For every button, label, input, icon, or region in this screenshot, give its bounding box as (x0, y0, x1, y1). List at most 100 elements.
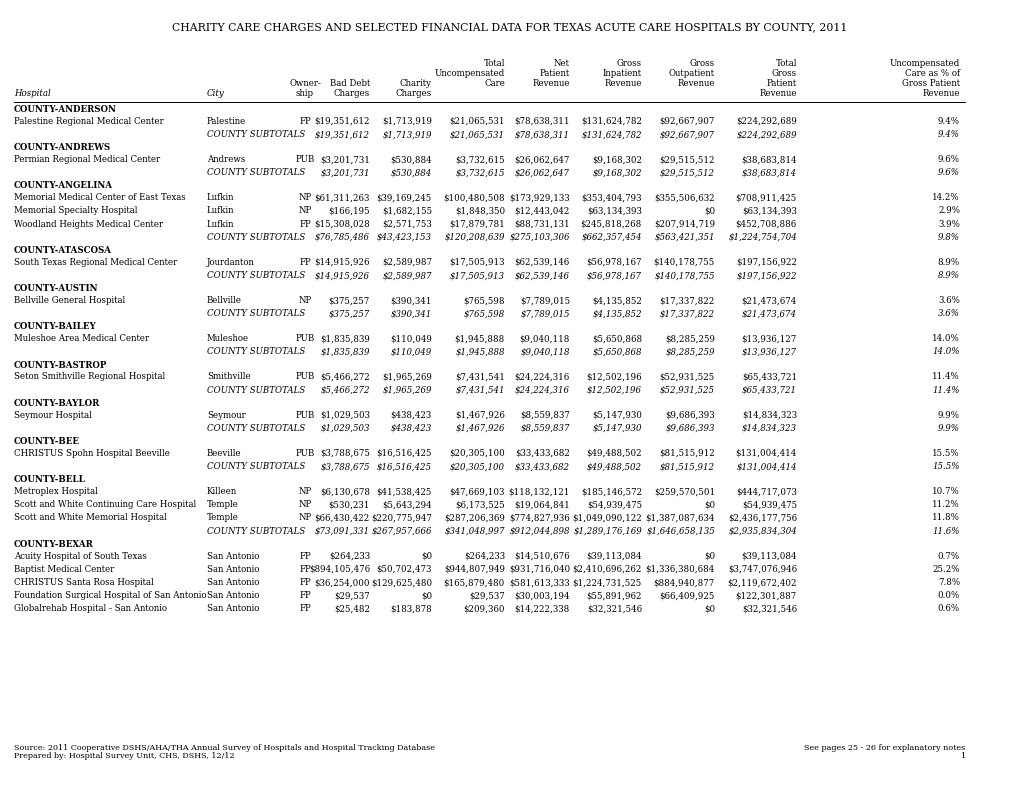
Text: $2,571,753: $2,571,753 (382, 220, 432, 229)
Text: FP: FP (299, 220, 311, 229)
Text: $341,048,997: $341,048,997 (444, 526, 504, 536)
Text: NP: NP (299, 487, 312, 496)
Text: $5,650,868: $5,650,868 (592, 348, 641, 356)
Text: $21,065,531: $21,065,531 (449, 117, 504, 126)
Text: $375,257: $375,257 (328, 309, 370, 318)
Text: $894,105,476: $894,105,476 (309, 565, 370, 574)
Text: $65,433,721: $65,433,721 (741, 385, 796, 395)
Text: $1,467,926: $1,467,926 (455, 424, 504, 433)
Text: $92,667,907: $92,667,907 (659, 130, 714, 139)
Text: Scott and White Memorial Hospital: Scott and White Memorial Hospital (14, 514, 167, 522)
Text: COUNTY SUBTOTALS: COUNTY SUBTOTALS (207, 424, 305, 433)
Text: Charges: Charges (333, 89, 370, 98)
Text: $63,134,393: $63,134,393 (587, 206, 641, 215)
Text: $62,539,146: $62,539,146 (515, 258, 570, 267)
Text: $55,891,962: $55,891,962 (586, 591, 641, 600)
Text: $120,208,639: $120,208,639 (444, 232, 504, 242)
Text: $1,713,919: $1,713,919 (382, 130, 432, 139)
Text: $21,473,674: $21,473,674 (741, 309, 796, 318)
Text: COUNTY-BEE: COUNTY-BEE (14, 437, 79, 446)
Text: $259,570,501: $259,570,501 (653, 487, 714, 496)
Text: $16,516,425: $16,516,425 (377, 462, 432, 471)
Text: Revenue: Revenue (677, 79, 714, 88)
Text: 3.6%: 3.6% (937, 309, 959, 318)
Text: 9.9%: 9.9% (937, 424, 959, 433)
Text: $73,091,331: $73,091,331 (315, 526, 370, 536)
Text: 15.5%: 15.5% (931, 449, 959, 458)
Text: 0.0%: 0.0% (936, 591, 959, 600)
Text: Woodland Heights Medical Center: Woodland Heights Medical Center (14, 220, 163, 229)
Text: $39,113,084: $39,113,084 (741, 552, 796, 560)
Text: COUNTY-ANDERSON: COUNTY-ANDERSON (14, 105, 117, 114)
Text: $165,879,480: $165,879,480 (443, 578, 504, 587)
Text: $1,224,754,704: $1,224,754,704 (728, 232, 796, 242)
Text: CHRISTUS Spohn Hospital Beeville: CHRISTUS Spohn Hospital Beeville (14, 449, 170, 458)
Text: $9,040,118: $9,040,118 (520, 348, 570, 356)
Text: 14.0%: 14.0% (931, 334, 959, 344)
Text: $1,965,269: $1,965,269 (382, 373, 432, 381)
Text: Patient: Patient (766, 79, 796, 88)
Text: $884,940,877: $884,940,877 (653, 578, 714, 587)
Text: NP: NP (299, 206, 312, 215)
Text: $912,044,898: $912,044,898 (510, 526, 570, 536)
Text: $8,559,837: $8,559,837 (520, 424, 570, 433)
Text: $81,515,912: $81,515,912 (659, 462, 714, 471)
Text: $275,103,306: $275,103,306 (510, 232, 570, 242)
Text: $19,064,841: $19,064,841 (514, 500, 570, 509)
Text: 1: 1 (959, 752, 964, 760)
Text: $14,834,323: $14,834,323 (741, 411, 796, 419)
Text: Metroplex Hospital: Metroplex Hospital (14, 487, 98, 496)
Text: $49,488,502: $49,488,502 (586, 449, 641, 458)
Text: $197,156,922: $197,156,922 (736, 258, 796, 267)
Text: Seton Smithville Regional Hospital: Seton Smithville Regional Hospital (14, 373, 165, 381)
Text: Gross: Gross (771, 69, 796, 78)
Text: $33,433,682: $33,433,682 (515, 462, 570, 471)
Text: $15,308,028: $15,308,028 (314, 220, 370, 229)
Text: $39,113,084: $39,113,084 (586, 552, 641, 560)
Text: San Antonio: San Antonio (207, 604, 259, 613)
Text: $140,178,755: $140,178,755 (653, 258, 714, 267)
Text: 10.7%: 10.7% (931, 487, 959, 496)
Text: FP: FP (299, 604, 311, 613)
Text: $1,029,503: $1,029,503 (320, 424, 370, 433)
Text: Memorial Medical Center of East Texas: Memorial Medical Center of East Texas (14, 193, 185, 203)
Text: $17,505,913: $17,505,913 (449, 271, 504, 280)
Text: $56,978,167: $56,978,167 (586, 271, 641, 280)
Text: $118,132,121: $118,132,121 (508, 487, 570, 496)
Text: Memorial Specialty Hospital: Memorial Specialty Hospital (14, 206, 138, 215)
Text: $9,040,118: $9,040,118 (519, 334, 570, 344)
Text: $9,168,302: $9,168,302 (591, 155, 641, 164)
Text: $944,807,949: $944,807,949 (443, 565, 504, 574)
Text: Lufkin: Lufkin (207, 206, 234, 215)
Text: City: City (207, 89, 224, 98)
Text: $7,789,015: $7,789,015 (520, 296, 570, 305)
Text: Andrews: Andrews (207, 155, 245, 164)
Text: $131,624,782: $131,624,782 (581, 130, 641, 139)
Text: Revenue: Revenue (604, 79, 641, 88)
Text: 8.9%: 8.9% (937, 271, 959, 280)
Text: $1,965,269: $1,965,269 (382, 385, 432, 395)
Text: $26,062,647: $26,062,647 (515, 168, 570, 177)
Text: COUNTY SUBTOTALS: COUNTY SUBTOTALS (207, 385, 305, 395)
Text: 14.0%: 14.0% (931, 348, 959, 356)
Text: $765,598: $765,598 (463, 296, 504, 305)
Text: $17,505,913: $17,505,913 (449, 258, 504, 267)
Text: COUNTY-ANGELINA: COUNTY-ANGELINA (14, 181, 113, 191)
Text: $88,731,131: $88,731,131 (514, 220, 570, 229)
Text: $0: $0 (703, 604, 714, 613)
Text: Muleshoe: Muleshoe (207, 334, 249, 344)
Text: $1,713,919: $1,713,919 (382, 117, 432, 126)
Text: $1,682,155: $1,682,155 (381, 206, 432, 215)
Text: Jourdanton: Jourdanton (207, 258, 255, 267)
Text: COUNTY SUBTOTALS: COUNTY SUBTOTALS (207, 271, 305, 280)
Text: $224,292,689: $224,292,689 (736, 130, 796, 139)
Text: $708,911,425: $708,911,425 (735, 193, 796, 203)
Text: $1,029,503: $1,029,503 (320, 411, 370, 419)
Text: $29,515,512: $29,515,512 (659, 168, 714, 177)
Text: $0: $0 (703, 552, 714, 560)
Text: Bellville: Bellville (207, 296, 242, 305)
Text: $1,049,090,122: $1,049,090,122 (572, 514, 641, 522)
Text: $49,488,502: $49,488,502 (586, 462, 641, 471)
Text: 14.2%: 14.2% (931, 193, 959, 203)
Text: $6,130,678: $6,130,678 (320, 487, 370, 496)
